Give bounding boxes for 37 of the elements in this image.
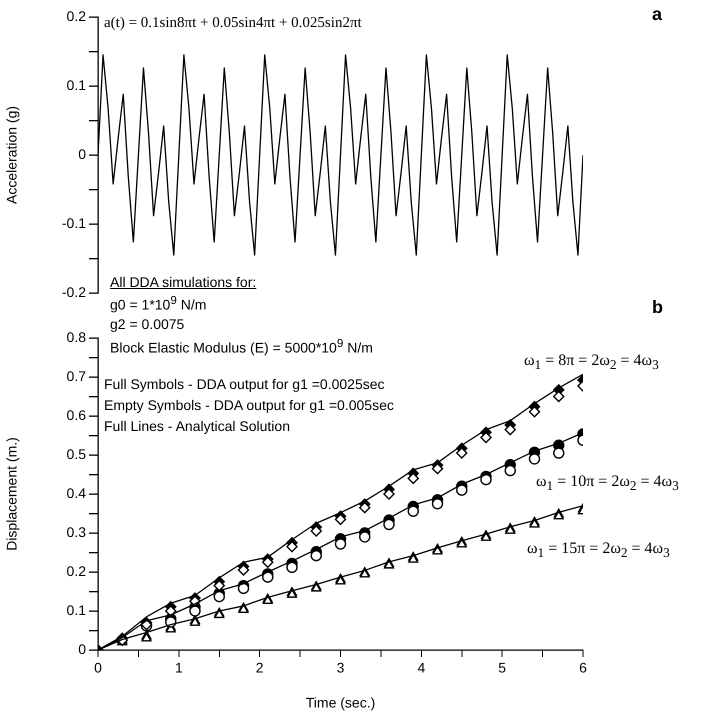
y-tick-label: 0.2 — [66, 8, 86, 24]
y-tick-label: 0.6 — [66, 406, 86, 423]
y-tick-label: -0.1 — [62, 214, 86, 231]
y-tick-label: 0.8 — [66, 328, 86, 345]
y-tick-label: 0.1 — [66, 76, 86, 93]
y-tick-label: 0 — [78, 146, 86, 162]
y-tick-label: 0.5 — [66, 446, 86, 462]
x-tick-label: 3 — [336, 659, 345, 676]
x-tick-label: 0 — [94, 659, 102, 676]
annotation: All DDA simulations for: — [110, 274, 256, 291]
annotation: Block Elastic Modulus (E) = 5000*10$^{9}$ N/m — [110, 337, 373, 356]
annotation: ω$_{1}$ = 10π = 2ω$_{2}$ = 4ω$_{3}$ — [536, 472, 679, 494]
x-axis-title: Time (sec.) — [306, 694, 376, 710]
x-tick-label: 4 — [417, 659, 426, 676]
y-tick-label: 0.4 — [66, 484, 86, 501]
y-axis-title: Displacement (m.) — [3, 437, 20, 551]
text: g2 = 0.0075 — [110, 316, 184, 333]
x-tick-label: 5 — [498, 659, 506, 676]
x-tick-label: 6 — [579, 659, 588, 676]
annotation: Full Lines - Analytical Solution — [104, 418, 290, 435]
text: g0 = 1*10$^{9}$ N/m — [110, 294, 206, 314]
y-tick-label: 0.3 — [66, 524, 86, 540]
annotation: ω$_{1}$ = 8π = 2ω$_{2}$ = 4ω$_{3}$ — [524, 350, 659, 374]
x-tick-label: 1 — [174, 659, 183, 676]
annotation: a(t) = 0.1sin8πt + 0.05sin4πt + 0.025sin2πt — [104, 14, 362, 32]
y-tick-label: -0.2 — [62, 284, 86, 300]
text: a — [652, 4, 662, 26]
y-tick-label: 0.1 — [66, 602, 86, 618]
text: b — [652, 297, 663, 319]
x-tick-label: 2 — [256, 659, 264, 676]
y-axis-title: Acceleration (g) — [3, 106, 20, 204]
y-tick-label: 0.2 — [66, 562, 86, 579]
annotation: Empty Symbols - DDA output for g1 =0.005sec — [104, 397, 394, 414]
annotation: Full Symbols - DDA output for g1 =0.0025sec — [104, 376, 385, 393]
y-tick-label: 0 — [78, 640, 86, 657]
annotation: ω$_{1}$ = 15π = 2ω$_{2}$ = 4ω$_{3}$ — [527, 538, 670, 562]
y-tick-label: 0.7 — [66, 368, 86, 384]
